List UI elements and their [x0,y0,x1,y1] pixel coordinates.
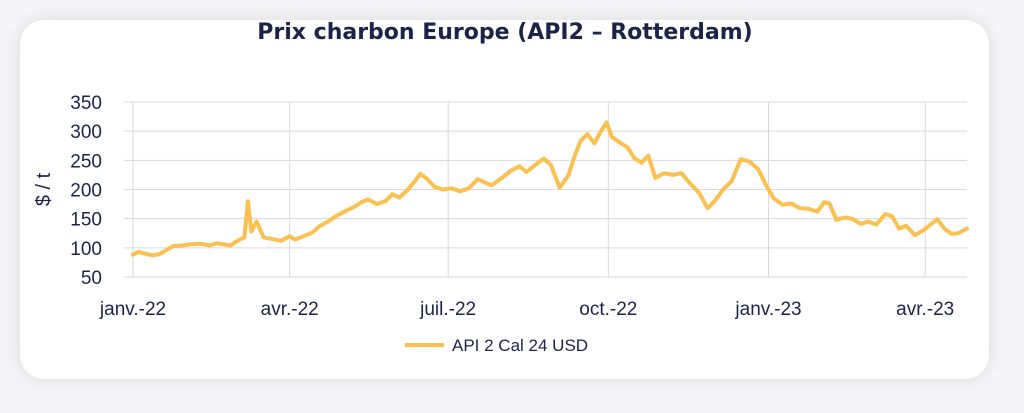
x-tick-label: juil.-22 [419,299,476,320]
series-line-api2-cal24 [131,120,969,258]
legend: API 2 Cal 24 USD [405,336,588,355]
x-tick-label: avr.-23 [896,299,954,320]
y-tick-label: 150 [70,210,102,231]
y-tick-label: 50 [81,268,102,289]
x-tick-label: avr.-22 [261,299,319,320]
chart-card [20,20,989,379]
y-tick-label: 200 [70,181,102,202]
x-tick-label: oct.-22 [579,299,637,320]
series-group [131,120,969,258]
legend-label: API 2 Cal 24 USD [452,336,588,355]
y-tick-label: 350 [70,93,102,114]
chart-title: Prix charbon Europe (API2 – Rotterdam) [257,20,753,45]
x-axis-ticks: janv.-22 avr.-22 juil.-22 oct.-22 janv.-23 av… [99,299,954,320]
y-axis-label: $ / t [33,172,55,206]
x-tick-label: janv.-23 [734,299,801,320]
y-tick-label: 250 [70,151,102,172]
y-tick-label: 100 [70,239,102,260]
y-axis-ticks: 350 300 250 200 150 100 50 [70,93,102,289]
grid-lines [124,101,967,278]
x-tick-label: janv.-22 [99,299,166,320]
y-tick-label: 300 [70,122,102,143]
